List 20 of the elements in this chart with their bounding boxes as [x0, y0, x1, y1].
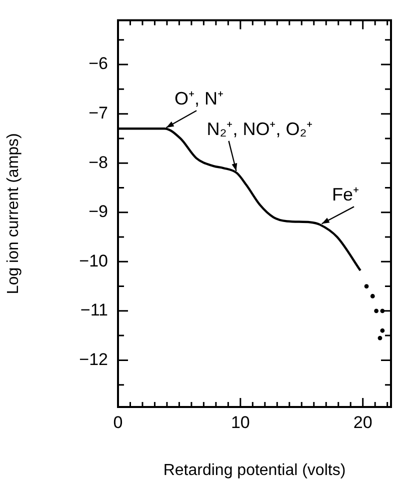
- x-tick-label: 20: [353, 413, 372, 432]
- annotation: Fe⁺: [332, 184, 360, 205]
- x-tick-label: 10: [230, 413, 250, 432]
- point: [370, 294, 375, 298]
- point: [378, 336, 382, 340]
- annotation: N₂⁺, NO⁺, O₂⁺: [206, 118, 313, 139]
- y-tick-label: −10: [79, 251, 108, 270]
- y-tick-label: −9: [88, 202, 108, 222]
- point: [374, 308, 379, 314]
- x-tick-label: 0: [113, 413, 123, 432]
- point: [364, 284, 369, 288]
- y-tick-label: −11: [80, 300, 108, 320]
- y-tick-label: −12: [79, 350, 108, 369]
- annotation: O⁺, N⁺: [174, 88, 224, 109]
- y-tick-label: −7: [88, 104, 108, 123]
- y-tick-label: −6: [88, 54, 108, 74]
- x-axis-title: Retarding potential (volts): [163, 462, 346, 479]
- y-axis-title: Log ion current (amps): [5, 133, 22, 294]
- point: [380, 328, 385, 333]
- y-tick-label: −8: [88, 152, 108, 172]
